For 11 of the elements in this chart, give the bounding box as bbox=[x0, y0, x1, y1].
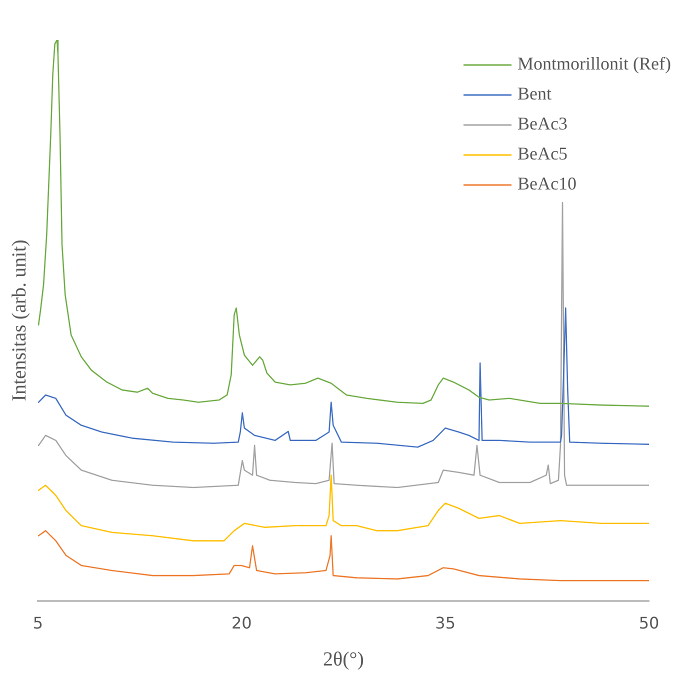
x-axis-title: 2θ(°) bbox=[323, 648, 364, 670]
legend-label: BeAc3 bbox=[518, 114, 568, 134]
y-axis-title: Intensitas (arb. unit) bbox=[8, 240, 30, 402]
x-tick-label: 35 bbox=[435, 614, 456, 633]
x-tick-label: 20 bbox=[231, 614, 252, 633]
legend-label: BeAc5 bbox=[518, 144, 568, 164]
x-tick-label: 5 bbox=[32, 614, 44, 633]
x-tick-label: 50 bbox=[638, 614, 660, 633]
legend-label: Bent bbox=[518, 84, 552, 104]
legend-label: Montmorillonit (Ref) bbox=[518, 54, 672, 74]
legend-label: BeAc10 bbox=[518, 174, 576, 194]
